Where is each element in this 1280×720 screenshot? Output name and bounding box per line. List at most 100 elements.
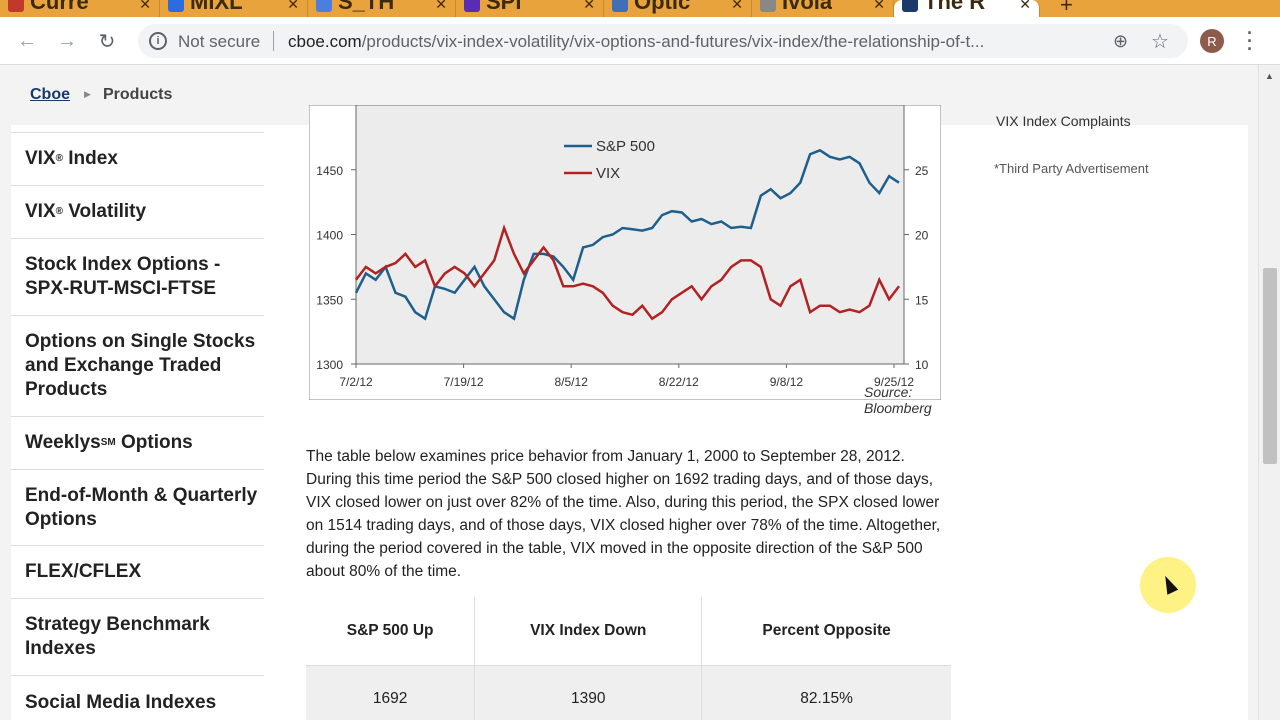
browser-tab[interactable]: SPI ✕ xyxy=(456,0,604,17)
legend-label: VIX xyxy=(596,165,620,182)
registered-mark: ® xyxy=(55,206,63,217)
breadcrumb-home-link[interactable]: Cboe xyxy=(30,86,70,103)
tab-favicon-icon xyxy=(612,0,628,12)
y-right-tick-label: 20 xyxy=(915,229,929,243)
tab-title: The R xyxy=(924,0,986,14)
right-rail: VIX Index Complaints *Third Party Advert… xyxy=(984,113,1248,720)
tab-title: MIXL xyxy=(190,0,243,14)
tab-favicon-icon xyxy=(316,0,332,12)
tab-favicon-icon xyxy=(464,0,480,12)
page-content: Cboe ▶ Products VIX ® Index VIX ® Volatili… xyxy=(0,65,1258,720)
sidebar-item-label: Options on Single Stocks and Exchange Tr… xyxy=(25,331,256,400)
close-icon[interactable]: ✕ xyxy=(139,0,151,12)
registered-mark: ® xyxy=(55,153,63,164)
x-tick-label: 8/5/12 xyxy=(555,375,589,389)
forward-arrow-icon[interactable]: → xyxy=(57,29,77,52)
x-tick-label: 9/8/12 xyxy=(770,375,804,389)
browser-tab[interactable]: Curre ✕ xyxy=(0,0,160,17)
sidebar-item-weeklys[interactable]: Weeklys SM Options xyxy=(11,417,264,470)
sidebar-divider xyxy=(11,125,264,133)
browser-tab[interactable]: Optic ✕ xyxy=(604,0,752,17)
sidebar-item-strategy-benchmark[interactable]: Strategy Benchmark Indexes xyxy=(11,599,264,676)
table-cell: 1390 xyxy=(474,664,703,720)
sidebar-item-label-suffix: Options xyxy=(115,432,193,453)
table-header: S&P 500 Up xyxy=(306,597,476,665)
table-cell: 1692 xyxy=(306,664,476,720)
breadcrumb-current: Products xyxy=(103,86,173,103)
close-icon[interactable]: ✕ xyxy=(435,0,447,12)
browser-tab[interactable]: MIXL ✕ xyxy=(160,0,308,17)
kebab-menu-icon[interactable]: · · · xyxy=(1247,23,1253,59)
tab-favicon-icon xyxy=(168,0,184,12)
y-left-tick-label: 1400 xyxy=(316,229,343,243)
reload-icon[interactable]: ↻ xyxy=(98,30,116,53)
url-host: cboe.com xyxy=(288,32,362,51)
sidebar-item-label: Strategy Benchmark Indexes xyxy=(25,614,210,659)
chart: 1300 1350 1400 1450 10 15 20 25 7/2/12 7/19/12 8/5… xyxy=(308,104,942,416)
sidebar-item-label: VIX xyxy=(25,148,56,169)
breadcrumb-arrow-icon: ▶ xyxy=(84,89,91,99)
series-line-s-p-500 xyxy=(354,148,900,321)
page-scrollbar[interactable]: ▲ xyxy=(1258,65,1280,720)
x-tick-label: 8/22/12 xyxy=(659,375,699,389)
sidebar-item-single-stock-options[interactable]: Options on Single Stocks and Exchange Tr… xyxy=(11,316,264,417)
table-cell: 82.15% xyxy=(701,664,951,720)
new-tab-icon[interactable]: + xyxy=(1060,0,1073,17)
sidebar-item-label: End-of-Month & Quarterly Options xyxy=(25,484,258,530)
scroll-up-icon[interactable]: ▲ xyxy=(1265,71,1274,81)
sidebar-item-label: FLEX/CFLEX xyxy=(25,561,142,582)
tab-favicon-icon xyxy=(8,0,24,12)
complaints-link[interactable]: VIX Index Complaints xyxy=(996,113,1131,129)
sidebar-item-flex[interactable]: FLEX/CFLEX xyxy=(11,546,264,599)
chart-svg: 1300 1350 1400 1450 10 15 20 25 7/2/12 7/19/12 8/5… xyxy=(308,104,942,401)
close-icon[interactable]: ✕ xyxy=(1019,0,1031,12)
back-arrow-icon[interactable]: ← xyxy=(17,29,37,52)
tab-title: Curre xyxy=(30,0,89,14)
security-label[interactable]: Not secure xyxy=(178,32,261,51)
sidebar-item-stock-index-options[interactable]: Stock Index Options - SPX-RUT-MSCI-FTSE xyxy=(11,239,264,316)
table-header: Percent Opposite xyxy=(701,597,951,665)
zoom-icon[interactable]: ⊕ xyxy=(1113,31,1129,51)
data-table: S&P 500 Up VIX Index Down Percent Opposi… xyxy=(306,597,951,720)
y-right-tick-label: 10 xyxy=(915,358,929,372)
url-path: /products/vix-index-volatility/vix-optio… xyxy=(361,32,985,51)
table-header-row: S&P 500 Up VIX Index Down Percent Opposi… xyxy=(306,597,951,665)
url-text[interactable]: cboe.com/products/vix-index-volatility/v… xyxy=(288,32,1098,52)
y-left-tick-label: 1350 xyxy=(316,293,343,307)
bookmark-star-icon[interactable]: ☆ xyxy=(1151,31,1169,53)
legend-label: S&P 500 xyxy=(596,138,655,155)
browser-tab[interactable]: Ivola ✕ xyxy=(752,0,894,17)
close-icon[interactable]: ✕ xyxy=(873,0,885,12)
sidebar-item-vix-volatility[interactable]: VIX ® Volatility xyxy=(11,186,264,239)
x-tick-label: 7/2/12 xyxy=(339,375,373,389)
browser-tab[interactable]: S_TH ✕ xyxy=(308,0,456,17)
sidebar-item-label: Weeklys xyxy=(25,432,101,453)
browser-toolbar: ← → ↻ i Not secure cboe.com/products/vix… xyxy=(0,17,1280,65)
divider xyxy=(273,31,274,51)
sidebar-item-label: Social Media Indexes xyxy=(25,691,217,713)
scrollbar-thumb[interactable] xyxy=(1263,268,1277,464)
tab-title: SPI xyxy=(486,0,522,14)
sidebar: VIX ® Index VIX ® Volatility Stock Index O… xyxy=(11,125,264,720)
sidebar-item-label: Stock Index Options - SPX-RUT-MSCI-FTSE xyxy=(25,254,221,299)
ad-note: *Third Party Advertisement xyxy=(994,161,1149,176)
y-left-tick-label: 1450 xyxy=(316,164,343,178)
service-mark: SM xyxy=(100,437,116,448)
body-paragraph: The table below examines price behavior … xyxy=(306,448,941,580)
plot-area xyxy=(355,104,905,365)
close-icon[interactable]: ✕ xyxy=(583,0,595,12)
sidebar-item-vix-index[interactable]: VIX ® Index xyxy=(11,133,264,186)
sidebar-item-end-of-month[interactable]: End-of-Month & Quarterly Options xyxy=(11,470,264,546)
x-tick-label: 7/19/12 xyxy=(444,375,484,389)
close-icon[interactable]: ✕ xyxy=(287,0,299,12)
avatar[interactable]: R xyxy=(1200,29,1224,53)
close-icon[interactable]: ✕ xyxy=(731,0,743,12)
y-left-tick-label: 1300 xyxy=(316,358,343,372)
address-bar[interactable]: i Not secure cboe.com/products/vix-index… xyxy=(138,24,1188,58)
y-right-tick-label: 25 xyxy=(915,164,929,178)
info-icon[interactable]: i xyxy=(149,32,167,50)
browser-tab-active[interactable]: The R ✕ xyxy=(894,0,1040,17)
sidebar-item-label-suffix: Volatility xyxy=(63,201,147,222)
sidebar-item-social-media[interactable]: Social Media Indexes xyxy=(11,676,264,720)
tab-title: Optic xyxy=(634,0,691,14)
